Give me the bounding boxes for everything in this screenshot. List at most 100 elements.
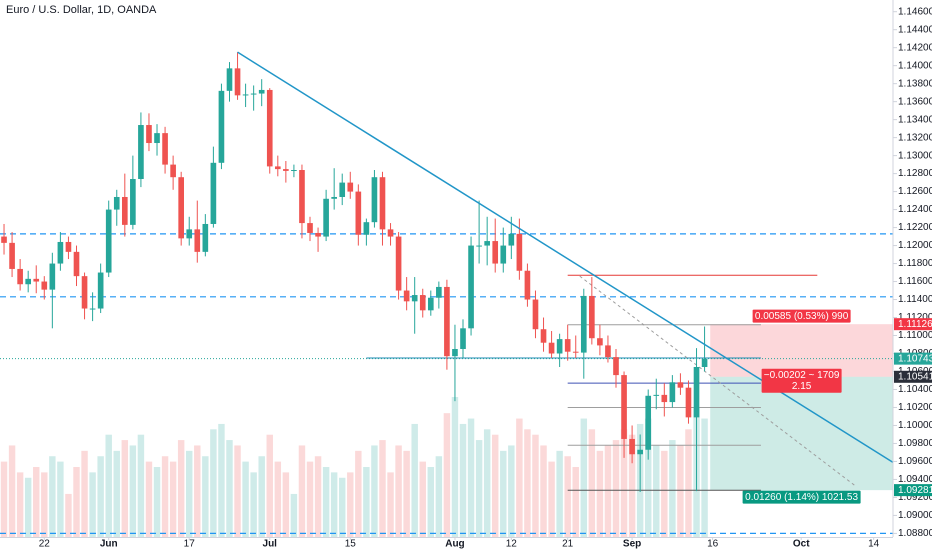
candle-body	[500, 245, 507, 264]
y-tick-label: 1.08800	[898, 528, 932, 539]
volume-bar	[580, 418, 588, 537]
candle-body	[355, 191, 362, 235]
x-tick-label: 12	[506, 539, 518, 550]
candle-body	[339, 182, 346, 197]
candle-body	[637, 449, 643, 455]
volume-bar	[105, 434, 112, 537]
y-tick-label: 1.13200	[898, 132, 932, 143]
y-tick-label: 1.09200	[898, 492, 932, 503]
candle-body	[556, 339, 563, 354]
candle-body	[548, 342, 555, 354]
volume-bar	[347, 472, 354, 537]
position-label-box	[752, 309, 851, 323]
candle-body	[162, 133, 168, 165]
candle-body	[202, 223, 209, 252]
candle-body	[661, 394, 668, 403]
volume-bar	[8, 445, 16, 537]
volume-bar	[427, 467, 435, 537]
volume-bar	[387, 472, 394, 537]
y-tick-label: 1.13400	[898, 114, 932, 125]
candle-body	[452, 349, 458, 357]
volume-bar	[355, 450, 362, 537]
candle-body	[258, 89, 265, 94]
volume-bar	[403, 450, 410, 537]
y-tick-label: 1.12200	[898, 222, 932, 233]
volume-bar	[451, 397, 459, 537]
volume-bar	[57, 461, 64, 537]
volume-bar	[491, 434, 499, 537]
candle-body	[121, 196, 128, 225]
volume-bar	[419, 461, 426, 537]
x-tick-label: 21	[562, 539, 574, 550]
price-tag-label: 1.10743	[898, 353, 932, 364]
volume-bar	[540, 445, 547, 537]
y-tick-label: 1.10000	[898, 420, 932, 431]
candle-body	[17, 268, 23, 285]
volume-bar	[524, 429, 531, 537]
volume-bar	[314, 456, 322, 537]
candle-body	[73, 251, 80, 277]
candle-body	[484, 241, 490, 246]
y-tick-label: 1.13600	[898, 96, 932, 107]
volume-bar	[548, 461, 555, 537]
candle-body	[524, 270, 531, 300]
candle-body	[597, 338, 603, 346]
candle-body	[226, 68, 233, 91]
volume-bar	[169, 461, 177, 537]
candle-body	[379, 177, 386, 230]
y-tick-label: 1.11800	[898, 258, 932, 269]
volume-bar	[242, 461, 249, 537]
candle-body	[540, 329, 547, 343]
candle-body	[146, 125, 152, 144]
volume-bar	[258, 456, 265, 537]
volume-bar	[475, 440, 483, 537]
candle-body	[669, 382, 676, 403]
y-tick-label: 1.11200	[898, 312, 932, 323]
volume-bar	[41, 472, 48, 537]
volume-bar	[234, 445, 241, 537]
candle-body	[363, 222, 370, 235]
candle-body	[516, 233, 523, 271]
candle-body	[81, 276, 88, 309]
volume-bar	[49, 456, 56, 537]
candle-body	[283, 169, 289, 171]
candle-body	[411, 295, 418, 302]
y-tick-label: 1.14400	[898, 24, 932, 35]
y-tick-label: 1.11400	[898, 294, 932, 305]
volume-bar	[572, 467, 579, 537]
volume-bar	[218, 423, 225, 537]
stop-zone	[710, 324, 893, 377]
price-tag	[894, 318, 932, 331]
candle-body	[307, 223, 313, 233]
volume-bar	[459, 423, 467, 537]
candle-body	[170, 164, 176, 178]
candle-body	[653, 394, 660, 396]
candle-body	[532, 299, 539, 330]
volume-bar	[620, 429, 628, 537]
candle-body	[621, 375, 627, 439]
position-label: 0.00585 (0.53%) 990	[755, 311, 849, 322]
y-tick-label: 1.11600	[898, 276, 932, 287]
volume-bar	[435, 456, 443, 537]
candle-body	[701, 358, 708, 367]
candle-body	[154, 133, 160, 144]
candle-body	[315, 232, 321, 237]
volume-bar	[322, 467, 330, 537]
position-label: 2.15	[792, 381, 812, 392]
y-tick-label: 1.14600	[898, 6, 932, 17]
price-tag	[894, 484, 932, 497]
candle-body	[242, 94, 249, 96]
candle-body	[572, 351, 579, 353]
y-tick-label: 1.09400	[898, 474, 932, 485]
volume-bar	[65, 493, 72, 537]
candle-body	[564, 339, 571, 352]
position-label: −0.00202 ~ 1709	[764, 370, 840, 381]
candle-body	[331, 196, 337, 199]
candle-body	[629, 438, 635, 455]
price-tag	[894, 370, 932, 383]
candle-body	[9, 242, 15, 269]
candle-body	[291, 170, 297, 172]
chart-title: Euro / U.S. Dollar, 1D, OANDA	[6, 4, 157, 16]
volume-bar	[290, 493, 298, 537]
candle-body	[65, 241, 72, 252]
